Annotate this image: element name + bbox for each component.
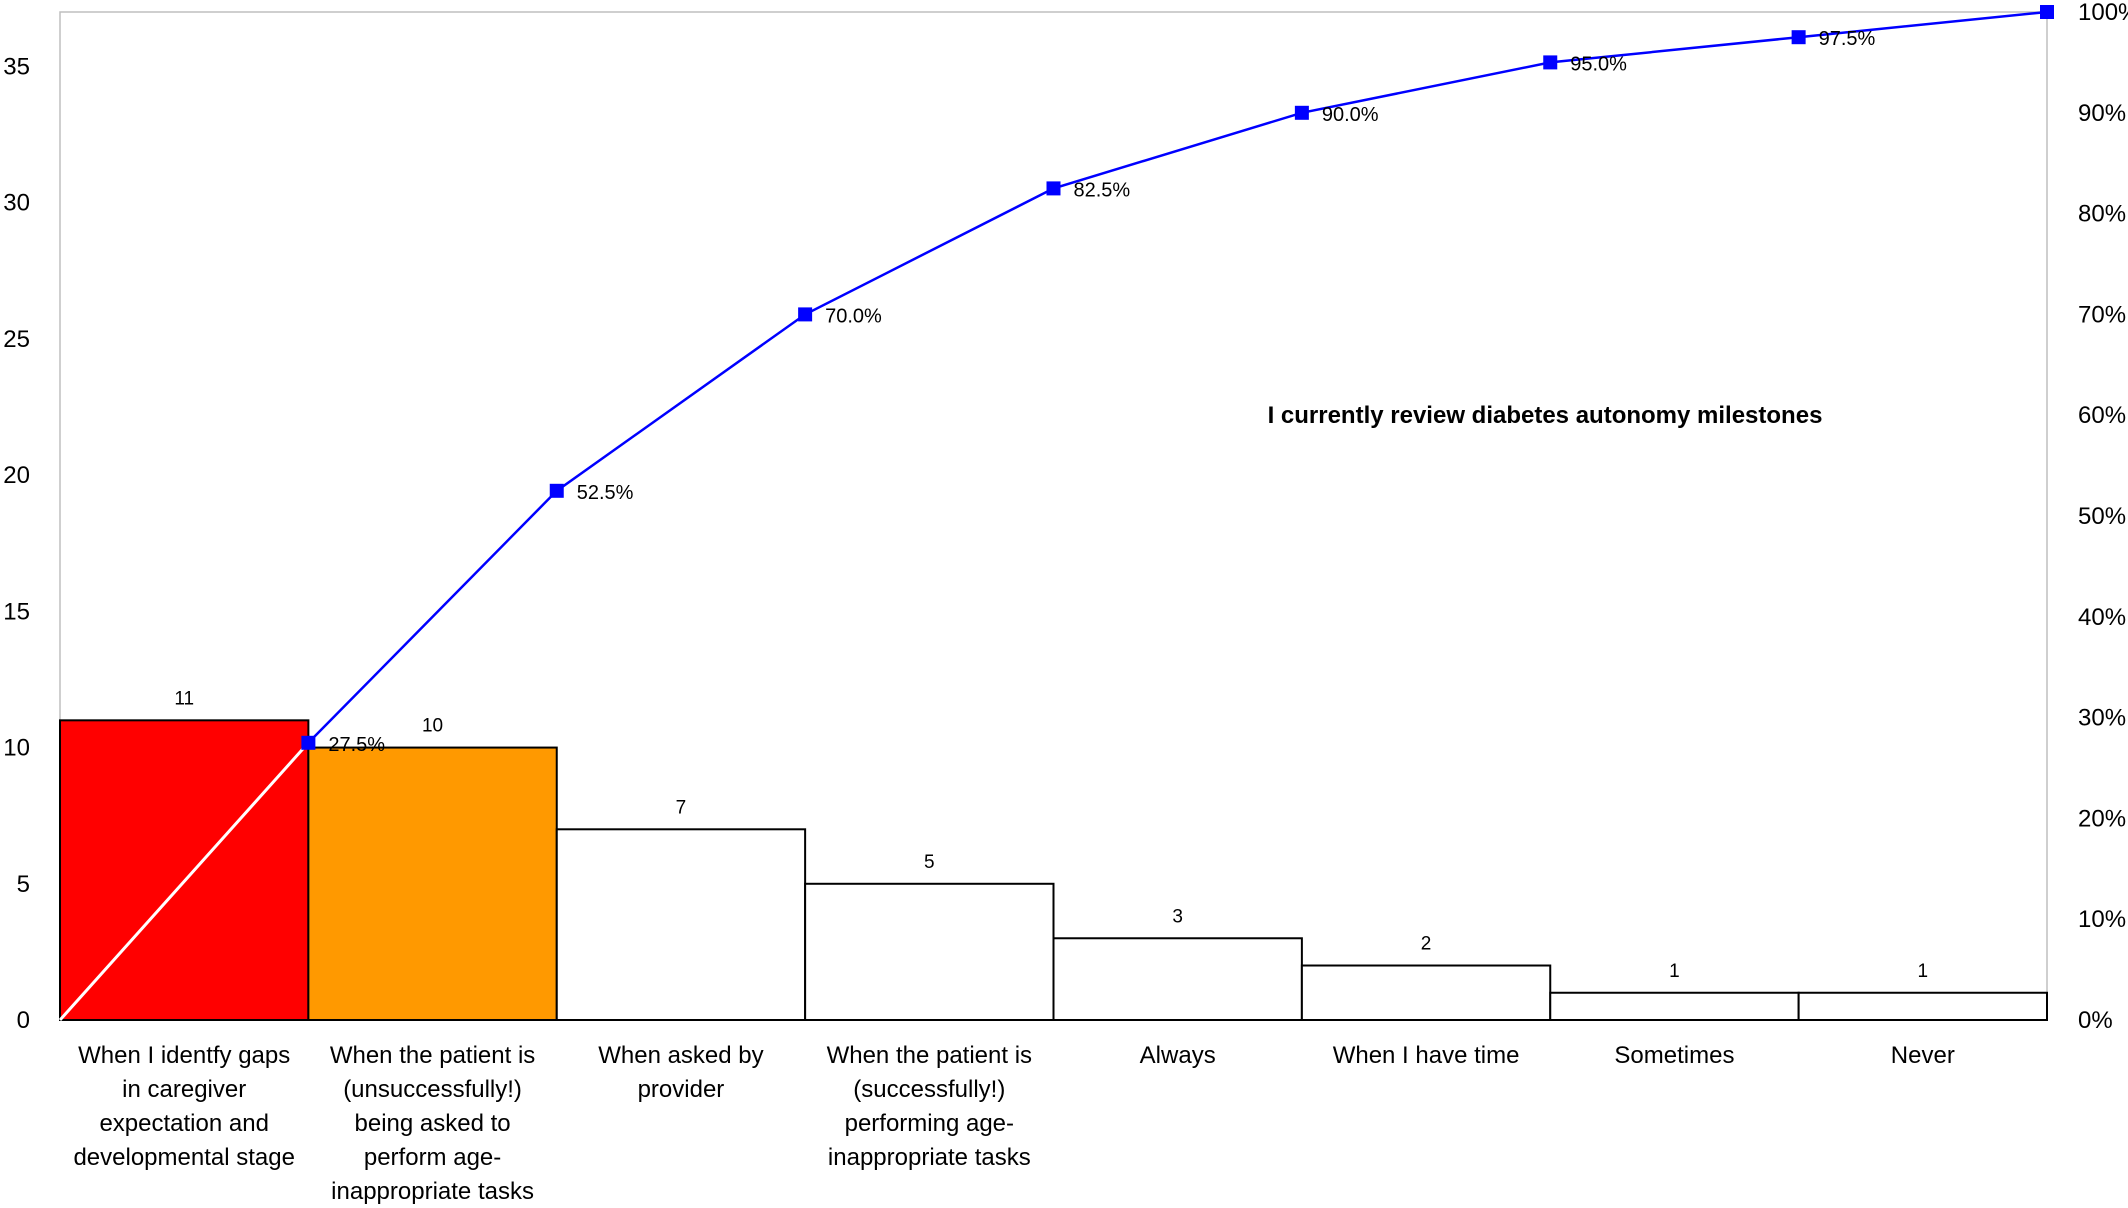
y-right-tick-label: 90% bbox=[2078, 100, 2126, 127]
chart-title: I currently review diabetes autonomy mil… bbox=[1268, 402, 1823, 429]
cumulative-value-label: 97.5% bbox=[1819, 28, 1876, 50]
y-left-tick-label: 15 bbox=[3, 598, 30, 625]
cumulative-series bbox=[58, 5, 2054, 1022]
y-right-tick-label: 70% bbox=[2078, 301, 2126, 328]
bar-value-label: 1 bbox=[1918, 961, 1929, 982]
x-category-label: When I have time bbox=[1333, 1042, 1520, 1069]
cumulative-point bbox=[301, 735, 316, 750]
bar bbox=[1052, 937, 1303, 1021]
x-category-label: When asked by provider bbox=[598, 1042, 763, 1103]
y-right-tick-label: 30% bbox=[2078, 705, 2126, 732]
cumulative-point bbox=[2040, 5, 2054, 19]
bar bbox=[59, 719, 310, 1022]
bar bbox=[1300, 964, 1552, 1021]
bar-series bbox=[59, 719, 2048, 1022]
y-right-tick-label: 40% bbox=[2078, 604, 2126, 631]
x-category-label: When I identfy gaps in caregiver expectati… bbox=[73, 1042, 294, 1171]
cumulative-value-label: 70.0% bbox=[825, 305, 882, 327]
y-left-tick-label: 0 bbox=[17, 1007, 30, 1034]
bar-value-label: 7 bbox=[676, 797, 687, 818]
cumulative-value-label: 90.0% bbox=[1322, 104, 1379, 126]
y-left-tick-label: 20 bbox=[3, 462, 30, 489]
y-left-tick-label: 5 bbox=[17, 871, 30, 898]
bar bbox=[307, 746, 558, 1021]
cumulative-point bbox=[798, 307, 813, 322]
cumulative-value-label: 95.0% bbox=[1570, 53, 1627, 75]
cumulative-point bbox=[549, 483, 564, 498]
bar-value-label: 3 bbox=[1172, 906, 1183, 927]
y-right-tick-label: 100% bbox=[2078, 0, 2128, 26]
bar bbox=[804, 882, 1055, 1022]
cumulative-point bbox=[1046, 181, 1061, 196]
y-right-tick-label: 20% bbox=[2078, 805, 2126, 832]
x-category-label: Always bbox=[1140, 1042, 1216, 1069]
y-left-tick-label: 10 bbox=[3, 735, 30, 762]
y-left-tick-label: 30 bbox=[3, 190, 30, 217]
bar-value-label: 11 bbox=[174, 688, 194, 709]
cumulative-line bbox=[307, 10, 2048, 744]
cumulative-point bbox=[1791, 30, 1806, 45]
x-category-label: Sometimes bbox=[1614, 1042, 1734, 1069]
bar-value-label: 10 bbox=[422, 716, 443, 737]
cumulative-value-label: 82.5% bbox=[1074, 179, 1131, 201]
y-right-tick-label: 0% bbox=[2078, 1007, 2113, 1034]
cumulative-point bbox=[1294, 105, 1309, 120]
cumulative-value-label: 52.5% bbox=[577, 482, 634, 504]
bar-value-label: 2 bbox=[1421, 934, 1432, 955]
bar-value-label: 5 bbox=[924, 852, 935, 873]
cumulative-line-start bbox=[58, 741, 310, 1022]
x-category-label: When the patient is (unsuccessfully!) bein… bbox=[330, 1042, 535, 1205]
y-left-tick-label: 35 bbox=[3, 53, 30, 80]
y-left-tick-label: 25 bbox=[3, 326, 30, 353]
bar bbox=[1549, 991, 1800, 1022]
bar bbox=[1797, 991, 2048, 1022]
cumulative-point bbox=[1543, 55, 1558, 70]
y-right-tick-label: 10% bbox=[2078, 906, 2126, 933]
x-category-label: When the patient is (successfully!) perfor… bbox=[827, 1042, 1032, 1171]
bar bbox=[555, 828, 807, 1021]
x-category-label: Never bbox=[1891, 1042, 1955, 1069]
y-right-tick-label: 60% bbox=[2078, 402, 2126, 429]
cumulative-value-label: 27.5% bbox=[328, 734, 385, 756]
y-right-tick-label: 80% bbox=[2078, 201, 2126, 228]
bar-value-label: 1 bbox=[1669, 961, 1680, 982]
y-right-tick-label: 50% bbox=[2078, 503, 2126, 530]
